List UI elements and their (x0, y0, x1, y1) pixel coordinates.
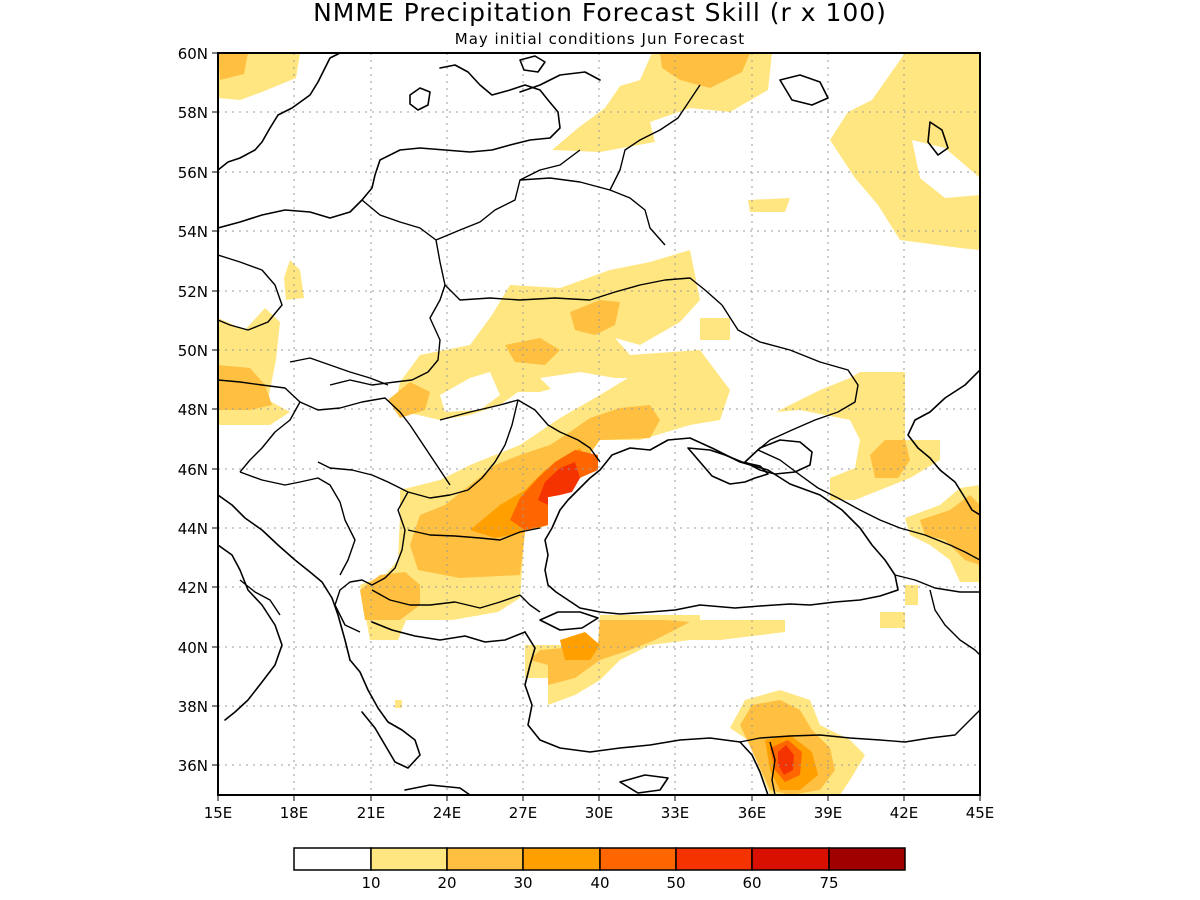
adriatic-coast (218, 494, 351, 661)
colorbar-box (599, 847, 677, 871)
anatolia-south-coast (739, 741, 769, 795)
anatolia-west-coast (524, 631, 741, 753)
y-tick-label: 60N (178, 45, 208, 63)
x-tick-label: 42E (890, 804, 919, 822)
x-tick-label: 21E (357, 804, 386, 822)
x-tick-label: 39E (814, 804, 843, 822)
colorbar-box (293, 847, 372, 871)
skill-region-ukraine-east-small (700, 318, 730, 340)
italy-coast (218, 544, 283, 721)
y-tick-label: 50N (178, 342, 208, 360)
skill-region-level20-caucasus (920, 495, 980, 565)
y-tick-label: 58N (178, 104, 208, 122)
y-tick-label: 48N (178, 401, 208, 419)
x-tick-label: 33E (661, 804, 690, 822)
skill-region-level20-nw-turkey (530, 620, 690, 685)
crete-island (404, 784, 471, 795)
baltic-coast (218, 53, 341, 171)
caspian-coast (907, 369, 980, 516)
aegean-north-coast (371, 621, 526, 643)
gulf-of-finland (519, 71, 601, 93)
skill-region-northeast-hole (912, 140, 980, 198)
gotland-island (409, 87, 431, 111)
skill-region-level50-se-turkey (778, 745, 794, 775)
skill-region-small-41n (905, 585, 918, 605)
x-tick-label: 45E (966, 804, 995, 822)
y-tick-label: 56N (178, 164, 208, 182)
lake-ladoga (779, 74, 829, 106)
marmara-sea (539, 611, 599, 631)
skill-region-level20-ukraine-2 (505, 338, 560, 365)
y-tick-label: 54N (178, 223, 208, 241)
y-tick-label: 44N (178, 520, 208, 538)
skill-region-level20-west (218, 365, 272, 410)
colorbar-label: 50 (666, 874, 685, 892)
y-tick-label: 38N (178, 698, 208, 716)
x-tick-label: 24E (433, 804, 462, 822)
skill-region-level20-east (870, 440, 910, 478)
colorbar-label: 40 (590, 874, 609, 892)
colorbar-box (446, 847, 524, 871)
black-sea-coast (544, 437, 899, 615)
colorbar: 10 20 30 40 50 60 75 (293, 847, 906, 892)
saaremaa-island (519, 55, 546, 73)
y-tick-label: 42N (178, 579, 208, 597)
y-tick-label: 40N (178, 639, 208, 657)
country-borders (218, 84, 980, 795)
skill-region-level20-north (660, 53, 750, 88)
map-area (218, 53, 980, 795)
skill-region-small-40n (880, 612, 905, 628)
skill-region-ukraine-hole-1 (440, 372, 500, 412)
skill-region-ukraine-hole-2 (540, 372, 615, 398)
x-tick-label: 27E (509, 804, 538, 822)
baltic-south-coast (218, 64, 561, 229)
greece-coast (349, 659, 421, 769)
colorbar-label: 20 (437, 874, 456, 892)
cyprus-island (619, 774, 669, 794)
crimea-coast (687, 447, 769, 485)
colorbar-box (370, 847, 448, 871)
y-tick-label: 46N (178, 461, 208, 479)
skill-region-level30-turkey (560, 632, 600, 660)
y-tick-label: 52N (178, 283, 208, 301)
colorbar-label: 75 (819, 874, 838, 892)
colorbar-box (828, 847, 906, 871)
azov-coast (744, 439, 813, 475)
skill-region-level20-ukraine-1 (570, 300, 620, 335)
colorbar-box (522, 847, 601, 871)
colorbar-box (751, 847, 830, 871)
x-tick-label: 15E (204, 804, 233, 822)
x-tick-label: 30E (585, 804, 614, 822)
skill-region-52n-west (284, 260, 304, 300)
y-tick-label: 36N (178, 757, 208, 775)
colorbar-label: 30 (513, 874, 532, 892)
x-axis-ticks: 15E 18E 21E 24E 27E 30E 33E 36E 39E 42E … (204, 795, 995, 822)
colorbar-box (675, 847, 753, 871)
coastlines (218, 53, 980, 795)
skill-region-small-55n (748, 198, 790, 212)
skill-region-small-38n (395, 700, 402, 708)
x-tick-label: 36E (738, 804, 767, 822)
figure-title: NMME Precipitation Forecast Skill (r x 1… (313, 0, 887, 27)
x-tick-label: 18E (280, 804, 309, 822)
colorbar-label: 10 (361, 874, 380, 892)
colorbar-label: 60 (742, 874, 761, 892)
skill-region-level20-nw (218, 53, 248, 80)
skill-region-northeast (830, 53, 980, 250)
skill-region-level50-delta (538, 462, 580, 505)
figure-subtitle: May initial conditions Jun Forecast (455, 30, 745, 48)
y-axis-ticks: 36N 38N 40N 42N 44N 46N 48N 50N 52N 54N … (178, 45, 218, 775)
lake-onega (927, 121, 949, 156)
skill-region-level20-west-ukraine (388, 382, 430, 418)
skill-region-nw-turkey (525, 615, 785, 705)
